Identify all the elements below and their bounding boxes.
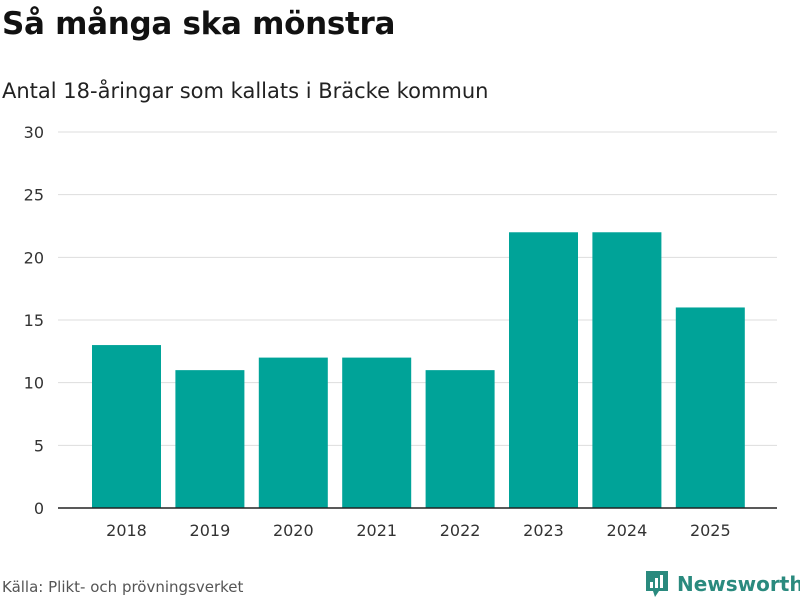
bar-2024	[592, 232, 662, 508]
newsworthy-logo-icon	[646, 571, 668, 597]
brand-name: Newsworthy	[677, 572, 800, 596]
source-note: Källa: Plikt- och prövningsverket	[2, 578, 244, 596]
y-tick-label: 5	[34, 436, 44, 455]
chart-subtitle: Antal 18-åringar som kallats i Bräcke ko…	[2, 79, 489, 103]
gridlines	[58, 131, 777, 446]
bar-2023	[509, 232, 578, 508]
y-tick-label: 15	[24, 311, 44, 330]
x-axis-ticks: 2018 2019 2020 2021 2022 2023 2024 2025	[106, 521, 731, 540]
chart-title: Så många ska mönstra	[2, 6, 396, 42]
y-axis-ticks: 0 5 10 15 20 25 30	[24, 123, 44, 518]
bar-2019	[175, 370, 245, 508]
x-tick-label: 2021	[356, 521, 397, 540]
x-tick-label: 2023	[523, 521, 564, 540]
y-tick-label: 25	[24, 186, 44, 205]
x-tick-label: 2019	[190, 521, 231, 540]
x-tick-label: 2022	[440, 521, 481, 540]
x-tick-label: 2024	[607, 521, 648, 540]
x-tick-label: 2018	[106, 521, 147, 540]
bar-2021	[342, 357, 412, 508]
y-tick-label: 20	[24, 248, 44, 267]
y-tick-label: 30	[24, 123, 44, 142]
y-tick-label: 0	[34, 499, 44, 518]
x-tick-label: 2020	[273, 521, 314, 540]
bar-2022	[425, 370, 495, 508]
bar-2018	[92, 345, 161, 508]
y-tick-label: 10	[24, 374, 44, 393]
bars	[92, 232, 745, 508]
bar-2020	[258, 357, 328, 508]
x-tick-label: 2025	[690, 521, 731, 540]
brand-logo: Newsworthy	[644, 569, 800, 599]
bar-2025	[675, 307, 745, 508]
